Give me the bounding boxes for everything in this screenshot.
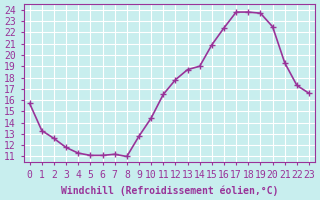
X-axis label: Windchill (Refroidissement éolien,°C): Windchill (Refroidissement éolien,°C)	[61, 185, 278, 196]
